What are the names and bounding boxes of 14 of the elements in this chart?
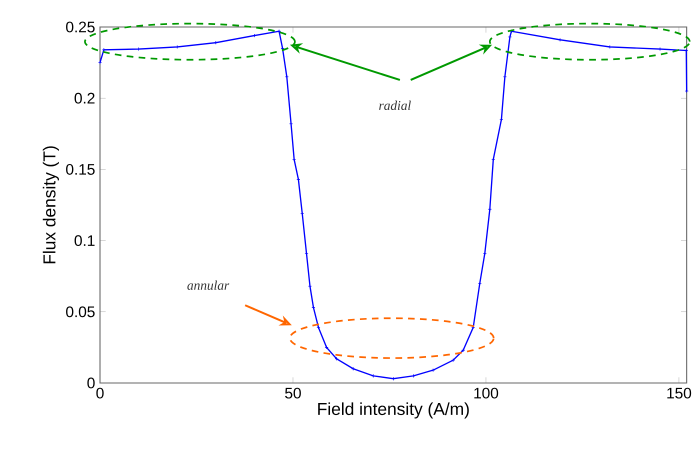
y-tick-label: 0.15 <box>66 164 95 175</box>
y-tick-label: 0.05 <box>66 306 95 318</box>
x-tick-label: 50 <box>285 388 301 399</box>
y-tick-label: 0 <box>87 378 95 388</box>
annotation: radial <box>379 100 411 110</box>
y-axis-title: Flux density (T) <box>42 146 59 264</box>
y-tick-label: 0.1 <box>74 235 95 246</box>
x-tick-label: 0 <box>96 388 104 399</box>
x-axis-title: Field intensity (A/m) <box>318 402 469 419</box>
annotation: annular <box>187 280 230 290</box>
y-tick-label: 0.25 <box>66 22 95 32</box>
x-tick-label: 150 <box>667 388 692 399</box>
x-tick-label: 100 <box>474 388 498 399</box>
y-tick-label: 0.2 <box>74 92 95 104</box>
